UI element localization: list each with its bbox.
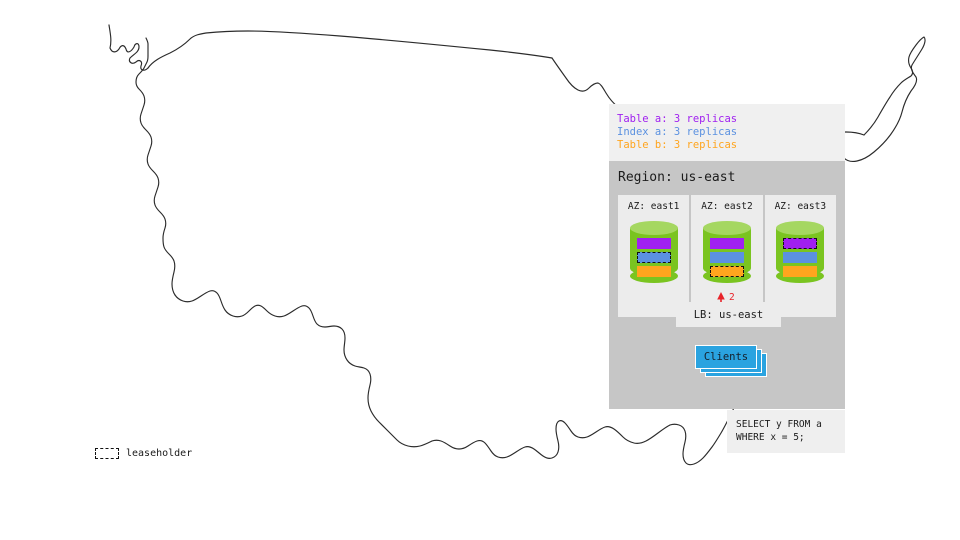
az-box-east1[interactable]: AZ: east1 (618, 195, 690, 317)
load-balancer-label: LB: us-east (693, 308, 764, 321)
az-label-east2: AZ: east2 (701, 201, 753, 212)
cylinder-top-east1 (629, 221, 678, 235)
replica-table-a-east2 (709, 238, 744, 249)
replica-legend-panel: Table a: 3 replicas Index a: 3 replicas … (609, 104, 845, 161)
legend-label-table-b: Table b: 3 replicas (617, 139, 738, 151)
database-cylinder-east1 (629, 221, 678, 283)
leaseholder-legend-label: leaseholder (126, 447, 193, 459)
legend-label-table-a: Table a: 3 replicas (617, 113, 738, 125)
cylinder-top-east2 (702, 221, 751, 235)
clients-card-front[interactable]: Clients (695, 345, 757, 369)
replica-table-b-east3 (783, 266, 818, 277)
clients-label: Clients (703, 351, 749, 363)
database-cylinder-east3 (776, 221, 825, 283)
replica-table-a-east3 (783, 238, 818, 249)
replica-table-b-east1 (636, 266, 671, 277)
az-box-east2[interactable]: AZ: east2 2 (691, 195, 763, 317)
sql-query-box: SELECT y FROM a WHERE x = 5; (727, 410, 845, 453)
az-label-east3: AZ: east3 (774, 201, 827, 212)
sql-line-2: WHERE x = 5; (736, 432, 805, 443)
az-label-east1: AZ: east1 (627, 201, 680, 212)
replica-index-a-east2 (709, 252, 744, 263)
cylinder-top-east3 (776, 221, 825, 235)
leaseholder-legend: leaseholder (95, 448, 192, 459)
legend-row-table-a: Table a: 3 replicas (617, 113, 845, 126)
replica-table-a-east1 (636, 238, 671, 249)
region-title: Region: us-east (618, 170, 736, 185)
database-cylinder-east2 (702, 221, 751, 283)
dashed-rectangle-icon (95, 448, 119, 459)
az-box-east3[interactable]: AZ: east3 (764, 195, 836, 317)
load-balancer-box[interactable]: LB: us-east (676, 302, 781, 327)
clients-stack[interactable]: Clients (695, 345, 767, 377)
replica-index-a-east1 (636, 252, 671, 263)
legend-label-index-a: Index a: 3 replicas (617, 126, 738, 138)
region-panel: Region: us-east AZ: east1 AZ: east2 (609, 161, 845, 409)
arrow-hop-count-east2: 2 (728, 292, 735, 303)
sql-line-1: SELECT y FROM a (736, 419, 822, 430)
replica-index-a-east3 (783, 252, 818, 263)
replica-table-b-east2 (709, 266, 744, 277)
az-strip: AZ: east1 AZ: east2 (618, 195, 836, 317)
legend-row-table-b: Table b: 3 replicas (617, 139, 845, 152)
legend-row-index-a: Index a: 3 replicas (617, 126, 845, 139)
